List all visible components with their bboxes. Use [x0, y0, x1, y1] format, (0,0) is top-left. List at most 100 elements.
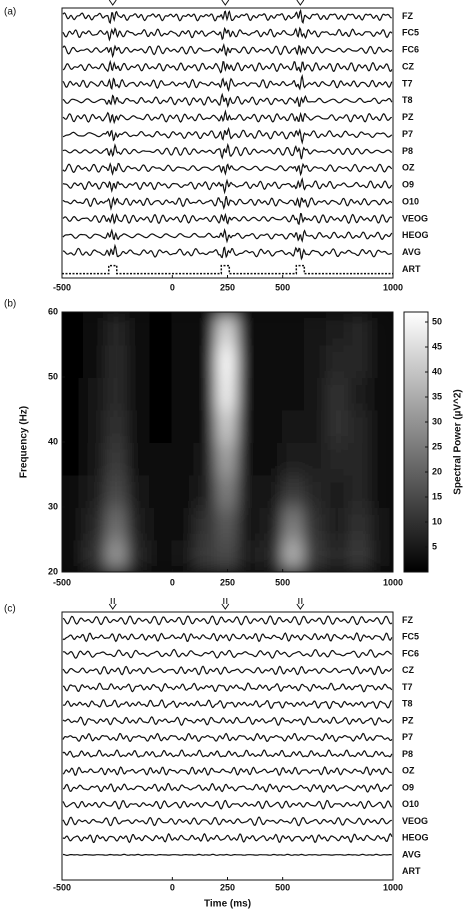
eeg-trace [62, 196, 393, 211]
art-trace [62, 264, 393, 275]
heatmap-cell [149, 538, 174, 572]
heatmap-cell [105, 408, 130, 443]
channel-label: ART [402, 866, 421, 876]
heatmap-cell [171, 506, 196, 541]
heatmap-cell [369, 441, 393, 476]
heatmap-cell [83, 408, 108, 443]
heatmap-cell [303, 506, 328, 541]
channel-label: HEOG [402, 833, 429, 843]
colorbar-tick-label: 20 [432, 466, 442, 476]
heatmap-cell [303, 408, 328, 443]
heatmap-cell [62, 506, 86, 541]
heatmap-cell [171, 441, 196, 476]
heatmap-cell [347, 441, 372, 476]
heatmap-cell [127, 343, 152, 378]
artifact-arrow [296, 598, 305, 610]
heatmap-cell [347, 506, 372, 541]
artifact-arrow [108, 0, 117, 6]
heatmap-cell [171, 376, 196, 411]
heatmap-cell [149, 473, 174, 508]
heatmap-cell [149, 441, 174, 476]
colorbar-tick-label: 50 [432, 316, 442, 326]
heatmap-cell [237, 441, 262, 476]
heatmap-cell [62, 376, 86, 411]
x-tick-label: 250 [220, 577, 235, 587]
channel-label: P8 [402, 146, 413, 156]
heatmap-cell [347, 408, 372, 443]
channel-label: O10 [402, 799, 419, 809]
heatmap-cell [237, 408, 262, 443]
channel-label: FZ [402, 11, 413, 21]
heatmap-cell [215, 376, 240, 411]
eeg-trace [62, 92, 393, 108]
x-tick-label: 1000 [383, 882, 403, 892]
eeg-trace [62, 699, 393, 710]
channel-label: T7 [402, 682, 413, 692]
heatmap-cell [193, 538, 218, 572]
heatmap-cell [105, 343, 130, 378]
heatmap-cell [237, 376, 262, 411]
heatmap-blur [62, 312, 393, 572]
eeg-trace [62, 73, 393, 92]
heatmap-cell [325, 408, 350, 443]
heatmap-cell [215, 506, 240, 541]
channel-label: OZ [402, 766, 415, 776]
heatmap-cell [127, 441, 152, 476]
heatmap-cell [259, 441, 284, 476]
artifact-arrow [221, 598, 230, 610]
channel-label: FC6 [402, 45, 419, 55]
x-tick-label: 0 [170, 282, 175, 292]
heatmap-cell [215, 441, 240, 476]
heatmap-cell [325, 441, 350, 476]
channel-label: ART [402, 264, 421, 274]
heatmap-cell [171, 538, 196, 572]
channel-label: AVG [402, 849, 421, 859]
heatmap-cell [281, 473, 306, 508]
heatmap-cell [303, 312, 328, 346]
colorbar [403, 311, 429, 573]
heatmap-cell [83, 343, 108, 378]
eeg-trace [62, 59, 393, 74]
x-tick-label: 1000 [383, 282, 403, 292]
x-tick-label: 250 [220, 282, 235, 292]
channel-label: T7 [402, 78, 413, 88]
heatmap-cell [127, 376, 152, 411]
colorbar-tick-label: 40 [432, 366, 442, 376]
heatmap-cell [215, 408, 240, 443]
heatmap-cell [259, 343, 284, 378]
heatmap-cell [215, 343, 240, 378]
eeg-trace [62, 749, 393, 758]
eeg-trace [62, 632, 393, 643]
eeg-trace [63, 853, 392, 857]
x-tick-label: 250 [220, 882, 235, 892]
heatmap-cell [303, 473, 328, 508]
heatmap-cell [259, 312, 284, 346]
heatmap-cell [281, 506, 306, 541]
channel-label: T8 [402, 699, 413, 709]
heatmap-cell [303, 538, 328, 572]
eeg-trace [62, 665, 393, 676]
x-tick-label: 1000 [383, 577, 403, 587]
colorbar-tick-label: 25 [432, 441, 442, 451]
heatmap-cell [127, 506, 152, 541]
heatmap-cell [83, 506, 108, 541]
heatmap-cell [127, 538, 152, 572]
heatmap-cell [127, 473, 152, 508]
channel-label: P7 [402, 129, 413, 139]
heatmap-cell [83, 376, 108, 411]
heatmap-cell [105, 506, 130, 541]
heatmap-cell [171, 312, 196, 346]
heatmap-cell [369, 473, 393, 508]
eeg-trace [62, 615, 393, 626]
heatmap-cell [347, 473, 372, 508]
heatmap-cell [62, 441, 86, 476]
heatmap-cell [237, 473, 262, 508]
heatmap-cell [369, 408, 393, 443]
heatmap-cell [369, 312, 393, 346]
heatmap-cell [325, 376, 350, 411]
heatmap-cell [281, 538, 306, 572]
heatmap-cell [237, 343, 262, 378]
colorbar-tick-label: 10 [432, 516, 442, 526]
x-tick-label: -500 [53, 577, 71, 587]
